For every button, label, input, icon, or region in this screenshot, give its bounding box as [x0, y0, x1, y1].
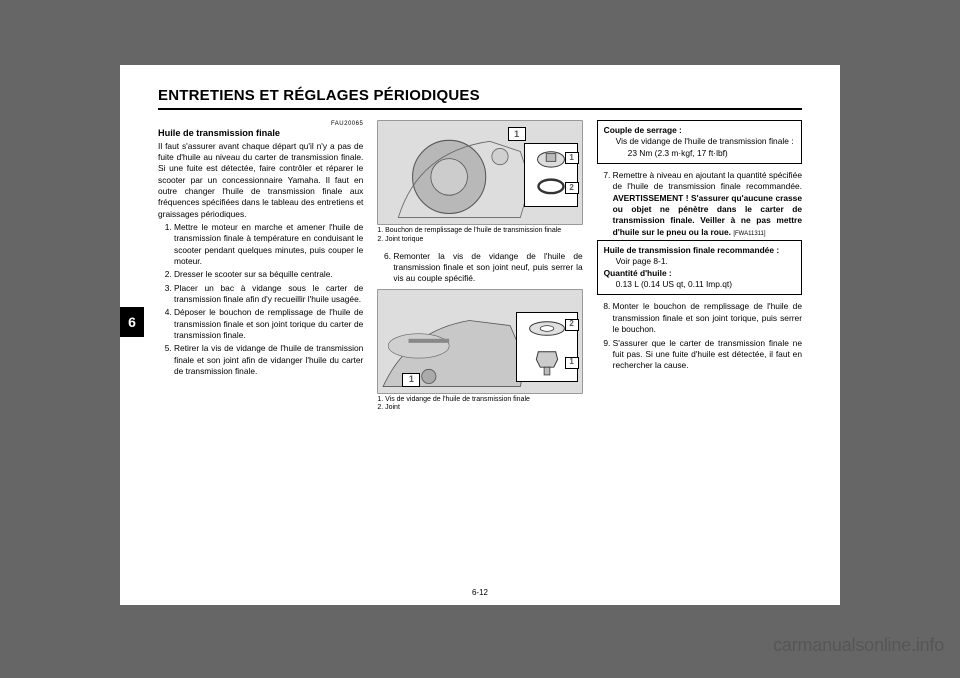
steps-list: Mettre le moteur en marche et amener l'h… — [158, 222, 363, 377]
manual-page: ENTRETIENS ET RÉGLAGES PÉRIODIQUES 6 FAU… — [120, 65, 840, 605]
caption-line: 1. Bouchon de remplissage de l'huile de … — [377, 227, 582, 236]
box-title: Quantité d'huile : — [604, 268, 672, 278]
callout-label: 2 — [565, 319, 579, 331]
callout-label: 2 — [565, 182, 579, 194]
page-number: 6-12 — [120, 588, 840, 597]
content-columns: FAU20065 Huile de transmission finale Il… — [158, 120, 802, 572]
box-title: Huile de transmission finale recommandée… — [604, 245, 779, 255]
box-title: Couple de serrage : — [604, 125, 682, 135]
steps-list: Remettre à niveau en ajoutant la quantit… — [597, 170, 802, 238]
page-title: ENTRETIENS ET RÉGLAGES PÉRIODIQUES — [158, 87, 802, 110]
figure-2: 2 1 1 — [377, 289, 582, 394]
step-item: Remettre à niveau en ajoutant la quantit… — [613, 170, 802, 238]
chapter-tab: 6 — [120, 307, 144, 337]
column-3: Couple de serrage : Vis de vidange de l'… — [597, 120, 802, 572]
box-value: Voir page 8-1. — [604, 256, 795, 267]
figure-1-inset: 1 2 — [524, 143, 578, 207]
step-item: S'assurer que le carter de transmission … — [613, 338, 802, 372]
step-item: Remonter la vis de vidange de l'huile de… — [393, 251, 582, 285]
figure-2-inset: 2 1 — [516, 312, 578, 382]
step-item: Monter le bouchon de remplissage de l'hu… — [613, 301, 802, 335]
callout-label: 1 — [565, 357, 579, 369]
caption-line: 2. Joint torique — [377, 236, 582, 245]
step-item: Mettre le moteur en marche et amener l'h… — [174, 222, 363, 267]
steps-list: Monter le bouchon de remplissage de l'hu… — [597, 301, 802, 371]
box-value: 23 Nm (2.3 m·kgf, 17 ft·lbf) — [604, 148, 795, 159]
step-text: Remettre à niveau en ajoutant la quantit… — [613, 170, 802, 191]
steps-list: Remonter la vis de vidange de l'huile de… — [377, 251, 582, 285]
warning-label: AVERTISSEMENT ! — [613, 193, 689, 203]
caption-line: 1. Vis de vidange de l'huile de transmis… — [377, 396, 582, 405]
step-item: Placer un bac à vidange sous le carter d… — [174, 283, 363, 306]
intro-paragraph: Il faut s'assurer avant chaque départ qu… — [158, 141, 363, 220]
figure-1: 1 1 2 — [377, 120, 582, 225]
column-2: 1 1 2 1. Bouchon de remplissage de l'hui… — [377, 120, 582, 572]
callout-label: 1 — [402, 373, 420, 387]
caption-line: 2. Joint — [377, 404, 582, 413]
figure-1-caption: 1. Bouchon de remplissage de l'huile de … — [377, 227, 582, 245]
oil-spec-box: Huile de transmission finale recommandée… — [597, 240, 802, 295]
step-item: Dresser le scooter sur sa béquille centr… — [174, 269, 363, 280]
step-item: Déposer le bouchon de remplissage de l'h… — [174, 307, 363, 341]
callout-label: 1 — [565, 152, 579, 164]
box-value: 0.13 L (0.14 US qt, 0.11 Imp.qt) — [604, 279, 795, 290]
step-item: Retirer la vis de vidange de l'huile de … — [174, 343, 363, 377]
callout-label: 1 — [508, 127, 526, 141]
torque-spec-box: Couple de serrage : Vis de vidange de l'… — [597, 120, 802, 164]
figure-2-caption: 1. Vis de vidange de l'huile de transmis… — [377, 396, 582, 414]
section-heading: Huile de transmission finale — [158, 127, 363, 139]
box-line: Vis de vidange de l'huile de transmissio… — [604, 136, 795, 147]
warning-ref: [FWA11311] — [733, 231, 765, 237]
watermark-text: carmanualsonline.info — [773, 635, 944, 656]
column-1: FAU20065 Huile de transmission finale Il… — [158, 120, 363, 572]
